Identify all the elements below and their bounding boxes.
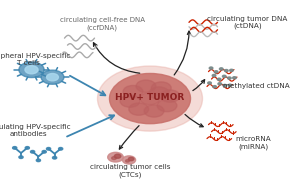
Text: circulating HPV-specific
antibodies: circulating HPV-specific antibodies <box>0 124 71 137</box>
Circle shape <box>46 147 51 150</box>
Circle shape <box>58 147 63 150</box>
Circle shape <box>129 103 148 115</box>
Circle shape <box>123 85 143 98</box>
Circle shape <box>114 154 121 158</box>
Text: circulating tumor DNA
(ctDNA): circulating tumor DNA (ctDNA) <box>207 16 288 29</box>
Circle shape <box>218 83 221 85</box>
Circle shape <box>227 77 231 79</box>
Circle shape <box>217 78 221 80</box>
Circle shape <box>108 152 123 162</box>
Circle shape <box>157 100 177 112</box>
Circle shape <box>219 68 223 70</box>
Circle shape <box>149 87 169 99</box>
Circle shape <box>230 69 233 71</box>
Circle shape <box>152 82 171 94</box>
Circle shape <box>52 156 57 159</box>
Circle shape <box>46 73 58 81</box>
Text: HPV+ TUMOR: HPV+ TUMOR <box>116 93 184 102</box>
Circle shape <box>208 82 211 84</box>
Circle shape <box>213 86 217 88</box>
Text: circulating cell-free DNA
(ccfDNA): circulating cell-free DNA (ccfDNA) <box>59 17 145 31</box>
Circle shape <box>228 84 232 86</box>
Circle shape <box>36 159 40 162</box>
Text: circulating tumor cells
(CTCs): circulating tumor cells (CTCs) <box>90 164 171 178</box>
Circle shape <box>25 66 38 74</box>
Circle shape <box>128 157 134 161</box>
Circle shape <box>214 71 218 73</box>
Circle shape <box>120 95 140 107</box>
Circle shape <box>144 105 164 117</box>
Circle shape <box>98 66 202 131</box>
Circle shape <box>41 70 64 84</box>
Circle shape <box>222 75 226 78</box>
Text: methylated ctDNA: methylated ctDNA <box>223 84 290 89</box>
Circle shape <box>224 70 228 72</box>
Circle shape <box>209 67 213 69</box>
Circle shape <box>112 157 116 160</box>
Circle shape <box>42 150 46 153</box>
Circle shape <box>160 90 180 102</box>
Circle shape <box>233 77 236 79</box>
Circle shape <box>19 156 23 158</box>
Circle shape <box>13 147 17 149</box>
Circle shape <box>136 80 156 92</box>
Circle shape <box>31 150 35 153</box>
Text: microRNA
(miRNA): microRNA (miRNA) <box>236 137 272 150</box>
Circle shape <box>223 84 227 87</box>
Circle shape <box>110 73 190 124</box>
Circle shape <box>212 74 216 77</box>
Circle shape <box>19 62 44 78</box>
Text: Peripheral HPV-specific
T cells: Peripheral HPV-specific T cells <box>0 53 70 66</box>
Circle shape <box>140 92 160 105</box>
Circle shape <box>125 160 130 162</box>
Circle shape <box>25 147 29 149</box>
Circle shape <box>122 156 136 164</box>
